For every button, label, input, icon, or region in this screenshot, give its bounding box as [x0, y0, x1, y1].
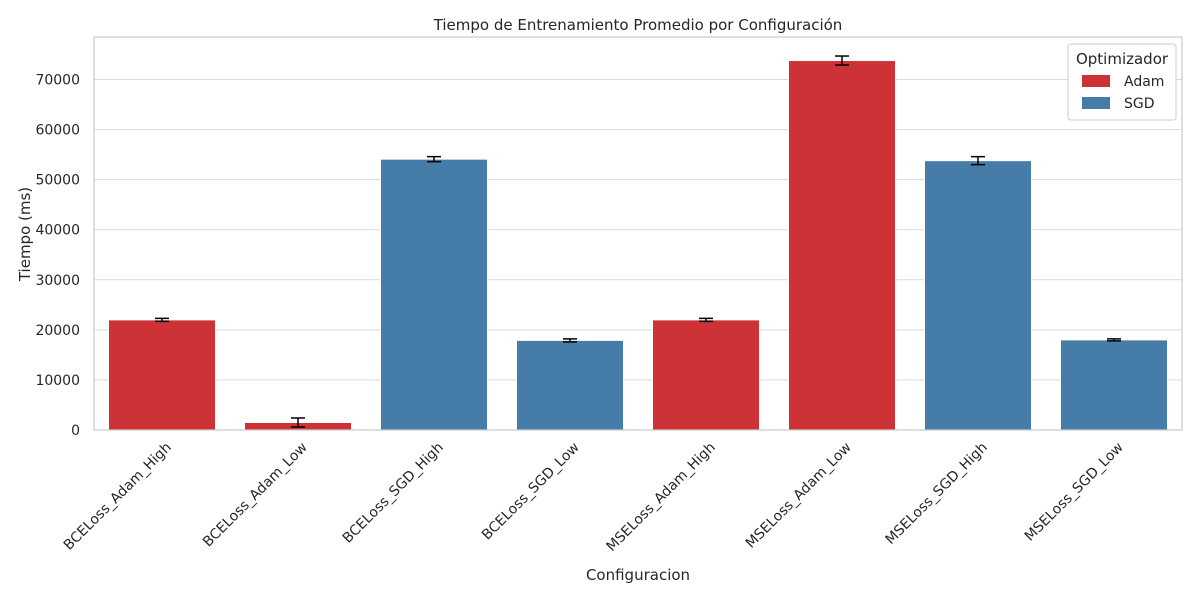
y-tick-label-0: 0 [71, 423, 80, 439]
bar-MSELoss_Adam_Low [787, 60, 897, 431]
bar-BCELoss_SGD_Low [515, 339, 625, 431]
bar-MSELoss_Adam_High [651, 319, 761, 431]
error-bar-BCELoss_Adam_Low [291, 417, 305, 428]
y-tick-label-7: 70000 [35, 73, 80, 89]
bar-BCELoss_Adam_High [107, 319, 217, 431]
y-tick-label-5: 50000 [35, 173, 80, 189]
x-axis-label: Configuracion [586, 566, 690, 584]
y-tick-label-6: 60000 [35, 123, 80, 139]
bar-MSELoss_SGD_High [923, 160, 1033, 431]
chart-title: Tiempo de Entrenamiento Promedio por Con… [433, 16, 843, 34]
bar-MSELoss_SGD_Low [1059, 339, 1169, 431]
legend-title: Optimizador [1076, 50, 1169, 68]
legend-swatch-sgd [1082, 97, 1110, 109]
legend-label-adam: Adam [1124, 74, 1164, 90]
error-bar-MSELoss_SGD_High [971, 155, 985, 166]
error-bar-MSELoss_Adam_High [699, 317, 713, 323]
error-bar-BCELoss_Adam_High [155, 317, 169, 323]
error-bar-BCELoss_SGD_High [427, 155, 441, 163]
legend-swatch-adam [1082, 75, 1110, 87]
bars [107, 60, 1169, 431]
y-tick-labels: 0 10000 20000 30000 40000 50000 60000 70000 [35, 73, 80, 439]
error-bar-MSELoss_SGD_Low [1107, 338, 1121, 342]
y-tick-label-1: 10000 [35, 373, 80, 389]
error-bar-BCELoss_SGD_Low [563, 338, 577, 343]
error-bars [155, 55, 1121, 428]
y-tick-label-4: 40000 [35, 223, 80, 239]
y-tick-label-3: 30000 [35, 273, 80, 289]
bar-BCELoss_SGD_High [379, 158, 489, 431]
error-bar-MSELoss_Adam_Low [835, 55, 849, 66]
y-tick-label-2: 20000 [35, 323, 80, 339]
legend: Optimizador Adam SGD [1067, 43, 1177, 121]
legend-label-sgd: SGD [1124, 96, 1155, 112]
y-axis-label: Tiempo (ms) [16, 187, 34, 282]
plot-frame [93, 36, 1183, 431]
